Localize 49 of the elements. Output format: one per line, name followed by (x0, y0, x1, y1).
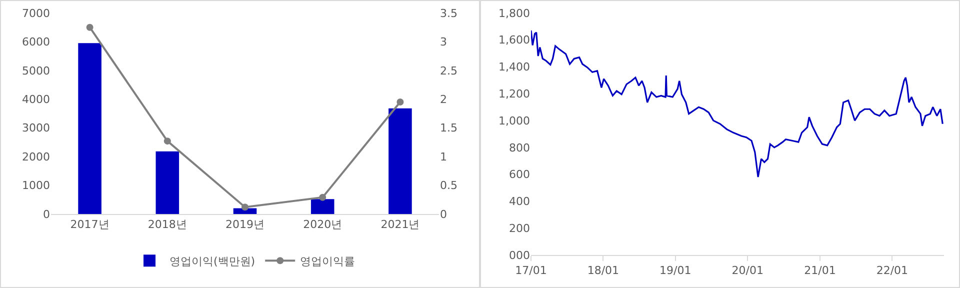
y2-tick-label: 1.5 (440, 122, 458, 135)
y-tick-label: 1,600 (498, 34, 530, 47)
bar (78, 43, 102, 214)
y-tick-label: 400 (509, 195, 530, 208)
x-tick-label: 2017년 (70, 218, 110, 232)
point (396, 98, 404, 106)
y2-tick-label: 3.5 (440, 6, 458, 20)
y-tick-label: 800 (509, 141, 530, 154)
y-tick-label: 1,000 (498, 114, 530, 128)
y2-tick-label: 2.5 (440, 64, 458, 78)
y2-tick-label: 0.5 (440, 179, 458, 192)
point (164, 138, 171, 145)
x-tick-label: 2021년 (380, 218, 420, 232)
line-series (531, 30, 944, 178)
y2-tick-label: 2 (440, 92, 447, 106)
y-tick-label: 2000 (22, 150, 50, 164)
legend-label: 영업이익(백만원) (170, 254, 256, 268)
y2-tick-label: 0 (440, 208, 447, 221)
y-tick-label: 1,800 (498, 6, 530, 20)
x-tick-label: 22/01 (876, 264, 908, 278)
y-tick-label: 5000 (22, 64, 50, 78)
y-tick-label: 200 (509, 222, 530, 235)
y2-tick-label: 1 (440, 150, 447, 164)
y-tick-label: 0 (43, 208, 50, 221)
y-tick-label: 1,400 (498, 60, 530, 74)
bar (156, 151, 180, 214)
x-tick-label: 2019년 (226, 218, 264, 232)
x-tick-label: 18/01 (587, 264, 620, 278)
y-tick-label: 600 (509, 168, 530, 182)
point (86, 24, 94, 31)
y-tick-label: 3000 (22, 122, 50, 135)
x-tick-label: 21/01 (804, 264, 836, 278)
legend-label: 영업이익률 (300, 254, 356, 268)
y-tick-label: 7000 (22, 6, 50, 20)
x-tick-label: 19/01 (660, 264, 692, 278)
point (319, 194, 326, 201)
x-tick-label: 2020년 (303, 218, 342, 232)
x-tick-label: 17/01 (515, 264, 547, 278)
y-tick-label: 1,200 (498, 88, 530, 101)
point (242, 204, 248, 211)
y-tick-label: 1000 (22, 179, 50, 192)
bar (310, 199, 334, 214)
y2-tick-label: 3 (440, 36, 447, 49)
bar (388, 108, 412, 214)
y-tick-label: 4000 (22, 92, 50, 106)
y-tick-label: 000 (509, 248, 530, 262)
y-tick-label: 6000 (22, 36, 50, 49)
x-tick-label: 2018년 (148, 218, 187, 232)
x-tick-label: 20/01 (732, 264, 764, 278)
